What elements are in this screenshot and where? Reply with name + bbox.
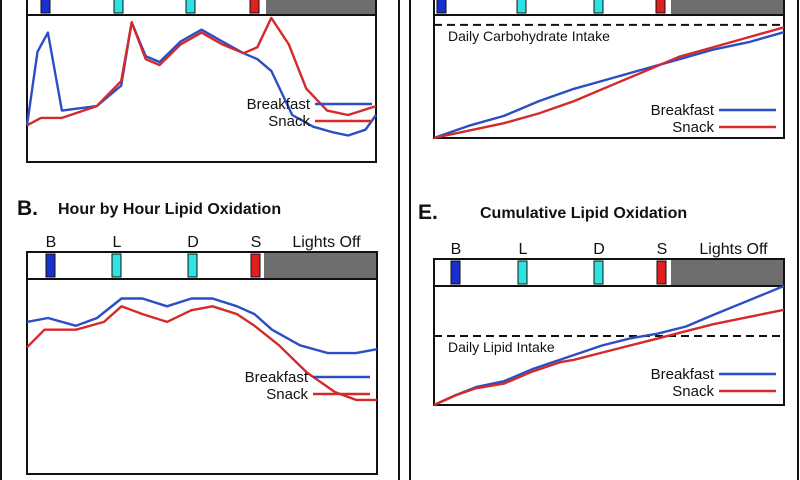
- chart-e: B L D S Lights Off Daily Lipid Intake Breakfas…: [433, 241, 785, 407]
- meal-marker-label: B: [451, 241, 462, 258]
- series-line-breakfast: [433, 284, 785, 407]
- legend-label: Breakfast: [651, 366, 715, 383]
- lights-off-band: [671, 260, 783, 285]
- meal-marker: [656, 260, 667, 285]
- legend-label: Snack: [672, 383, 714, 400]
- meal-marker: [593, 260, 604, 285]
- legend-label: Snack: [268, 113, 310, 130]
- meal-marker: [113, 0, 124, 14]
- meal-marker-label: S: [251, 234, 262, 251]
- legend-label: Snack: [266, 386, 308, 403]
- meal-marker: [517, 260, 528, 285]
- meal-marker-label: S: [657, 241, 668, 258]
- meal-marker-label: B: [46, 234, 57, 251]
- right-panel-border-right: [797, 0, 799, 480]
- meal-marker: [516, 0, 527, 14]
- legend-label: Snack: [672, 119, 714, 136]
- meal-marker-label: L: [519, 241, 528, 258]
- meal-marker: [593, 0, 604, 14]
- meal-marker: [250, 253, 261, 278]
- plot-area: [26, 278, 378, 475]
- meal-marker-label: D: [187, 234, 199, 251]
- plot-area: [433, 14, 785, 139]
- meal-marker: [111, 253, 122, 278]
- meal-marker: [185, 0, 196, 14]
- meal-marker-label: D: [593, 241, 605, 258]
- panel-b-title: Hour by Hour Lipid Oxidation: [58, 201, 282, 218]
- panel-b-letter: B.: [17, 197, 38, 220]
- panel-e-title: Cumulative Lipid Oxidation: [480, 205, 688, 222]
- panel-e-letter: E.: [418, 201, 438, 224]
- lights-off-band: [671, 0, 783, 14]
- reference-line-label: Daily Carbohydrate Intake: [448, 28, 610, 44]
- series-line-breakfast: [25, 21, 377, 137]
- series-line-snack: [26, 305, 377, 402]
- right-panel-border-left: [409, 0, 411, 480]
- meal-marker: [40, 0, 51, 14]
- plot-area: [433, 285, 785, 406]
- meal-marker-label: L: [113, 234, 122, 251]
- meal-marker: [187, 253, 198, 278]
- left-panel-border-left: [0, 0, 2, 480]
- series-line-snack: [433, 308, 785, 407]
- lights-off-label: Lights Off: [292, 234, 361, 251]
- meal-marker: [436, 0, 447, 14]
- series-line-snack: [26, 16, 377, 127]
- meal-marker: [45, 253, 56, 278]
- series-line-snack: [433, 26, 785, 140]
- meal-marker: [249, 0, 260, 14]
- lights-off-band: [264, 253, 376, 278]
- plot-area: [26, 14, 377, 163]
- legend-label: Breakfast: [651, 102, 715, 119]
- lights-off-band: [266, 0, 375, 14]
- series-line-breakfast: [433, 31, 785, 140]
- lights-off-label: Lights Off: [699, 241, 768, 258]
- reference-line-label: Daily Lipid Intake: [448, 339, 555, 355]
- left-panel-border-right: [398, 0, 400, 480]
- meal-marker: [450, 260, 461, 285]
- legend-label: Breakfast: [245, 369, 309, 386]
- series-line-breakfast: [26, 297, 378, 355]
- legend-label: Breakfast: [247, 96, 311, 113]
- meal-marker: [655, 0, 666, 14]
